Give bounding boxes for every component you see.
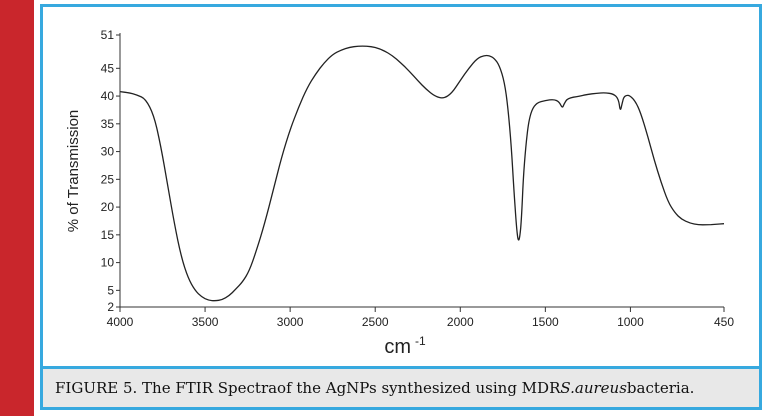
caption-prefix: FIGURE 5. The FTIR Spectraof the AgNPs s…: [55, 379, 561, 397]
y-tick-label: 30: [101, 145, 115, 159]
y-tick-label: 15: [101, 228, 115, 242]
y-tick-label: 2: [107, 300, 114, 314]
y-tick-label: 51: [101, 28, 115, 42]
x-tick-label: 2000: [447, 315, 474, 329]
x-tick-label: 3500: [192, 315, 219, 329]
x-axis-title: cm -1: [384, 334, 426, 358]
x-axis-unit-superscript: -1: [415, 334, 426, 348]
axes: [119, 33, 724, 308]
x-tick-label: 450: [714, 315, 734, 329]
caption-suffix: bacteria.: [626, 379, 695, 397]
y-axis-title: % of Transmission: [65, 110, 82, 233]
x-tick-label: 1500: [532, 315, 559, 329]
y-tick-label: 35: [101, 117, 115, 131]
x-tick-label: 1000: [617, 315, 644, 329]
plot-box: [40, 4, 762, 366]
x-tick-label: 3000: [277, 315, 304, 329]
y-tick-label: 5: [107, 283, 114, 297]
caption-organism: S.aureus: [560, 379, 627, 397]
y-tick-label: 40: [101, 89, 115, 103]
y-tick-label: 25: [101, 172, 115, 186]
y-tick-label: 20: [101, 200, 115, 214]
x-tick-label: 4000: [107, 315, 134, 329]
tick-marks: [116, 34, 725, 312]
accent-bar: [0, 0, 34, 416]
y-tick-label: 10: [101, 256, 115, 270]
transmission-series-line: [119, 45, 725, 302]
figure-caption: FIGURE 5. The FTIR Spectraof the AgNPs s…: [40, 366, 762, 410]
y-tick-label: 45: [101, 61, 115, 75]
x-tick-label: 2500: [362, 315, 389, 329]
x-axis-unit: cm: [384, 336, 411, 358]
